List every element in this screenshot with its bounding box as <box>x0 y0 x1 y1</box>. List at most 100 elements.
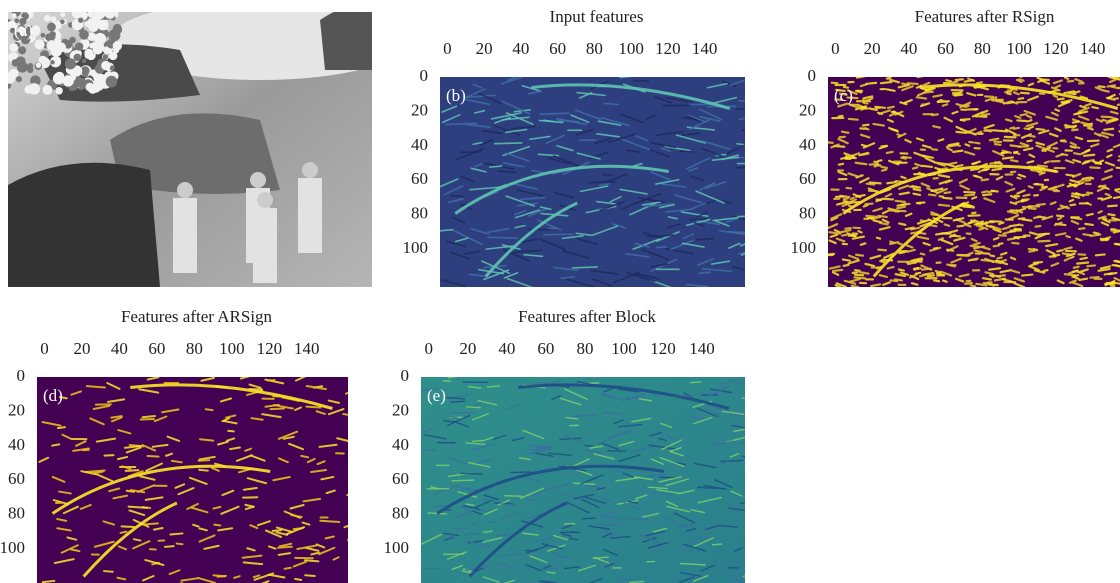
texture <box>616 470 623 471</box>
texture <box>104 571 113 572</box>
texture <box>1037 146 1041 147</box>
texture <box>1068 81 1073 82</box>
x-tick-label: 120 <box>655 39 681 58</box>
texture <box>899 252 904 253</box>
texture <box>589 182 615 183</box>
y-tick-label: 20 <box>799 100 816 119</box>
texture <box>881 167 887 168</box>
foliage <box>82 71 88 77</box>
foliage <box>16 76 22 82</box>
texture <box>170 533 182 534</box>
texture <box>901 177 905 178</box>
texture <box>1006 119 1012 121</box>
x-tick-label: 140 <box>294 339 320 358</box>
foliage <box>55 87 63 95</box>
foliage <box>101 61 110 70</box>
texture <box>424 568 440 569</box>
foliage <box>98 20 109 31</box>
texture <box>1038 165 1047 166</box>
texture <box>870 182 881 183</box>
y-tick-label: 60 <box>411 169 428 188</box>
texture <box>122 526 135 527</box>
texture <box>966 144 970 145</box>
texture <box>847 156 851 157</box>
texture <box>952 82 957 83</box>
texture <box>943 198 951 199</box>
texture <box>914 268 918 269</box>
x-tick-label: 40 <box>111 339 128 358</box>
texture <box>965 195 974 196</box>
texture <box>1099 211 1102 212</box>
texture <box>928 275 934 276</box>
texture <box>306 407 320 408</box>
panel-image <box>421 376 760 583</box>
texture <box>971 169 979 170</box>
x-tick-label: 100 <box>618 39 644 58</box>
texture <box>1019 225 1023 226</box>
x-tick-label: 0 <box>40 339 49 358</box>
person-head <box>257 192 273 208</box>
foliage <box>82 59 86 63</box>
foliage <box>12 59 19 66</box>
texture <box>1108 150 1112 152</box>
foliage <box>36 62 41 67</box>
texture <box>348 540 358 542</box>
foliage <box>100 74 106 80</box>
texture <box>897 207 905 209</box>
texture <box>450 196 463 197</box>
texture <box>860 272 869 273</box>
texture <box>971 285 975 286</box>
texture <box>943 281 946 282</box>
texture <box>1104 129 1113 130</box>
texture <box>944 192 950 193</box>
texture <box>1114 98 1118 99</box>
panel-title: Input features <box>550 7 644 26</box>
texture <box>847 188 851 189</box>
texture <box>878 216 887 217</box>
texture <box>1087 214 1093 215</box>
texture <box>585 445 593 446</box>
texture <box>1057 216 1063 217</box>
texture <box>983 278 991 279</box>
texture <box>1085 224 1092 225</box>
panel-image <box>4 0 410 287</box>
x-tick-label: 0 <box>831 39 840 58</box>
texture <box>1054 96 1057 98</box>
foliage <box>42 85 52 95</box>
texture <box>713 544 722 545</box>
texture <box>1088 128 1093 129</box>
texture <box>1066 236 1070 237</box>
texture <box>989 268 1000 269</box>
y-tick-label: 80 <box>411 204 428 223</box>
texture <box>982 253 989 254</box>
person-head <box>250 172 266 188</box>
texture <box>657 247 667 248</box>
texture <box>913 167 917 168</box>
foliage <box>35 39 45 49</box>
y-tick-label: 0 <box>808 66 817 85</box>
texture <box>888 107 894 108</box>
texture <box>1079 228 1084 229</box>
texture <box>1103 120 1107 121</box>
texture <box>1019 79 1023 80</box>
texture <box>455 528 466 529</box>
texture <box>981 260 992 261</box>
texture <box>177 544 183 545</box>
texture <box>624 518 647 519</box>
texture <box>744 538 759 543</box>
texture <box>488 237 517 238</box>
texture <box>910 187 916 188</box>
texture <box>856 163 867 164</box>
panel: (e)Features after Block02040608010012014… <box>384 307 760 583</box>
texture <box>1116 244 1120 245</box>
foliage <box>56 33 62 39</box>
texture <box>843 259 850 260</box>
texture <box>1027 161 1033 163</box>
texture <box>172 461 182 462</box>
texture <box>129 507 147 508</box>
panel-image <box>828 74 1120 288</box>
texture <box>1037 129 1045 130</box>
texture <box>878 250 886 251</box>
texture <box>142 523 158 524</box>
texture <box>1072 147 1076 148</box>
